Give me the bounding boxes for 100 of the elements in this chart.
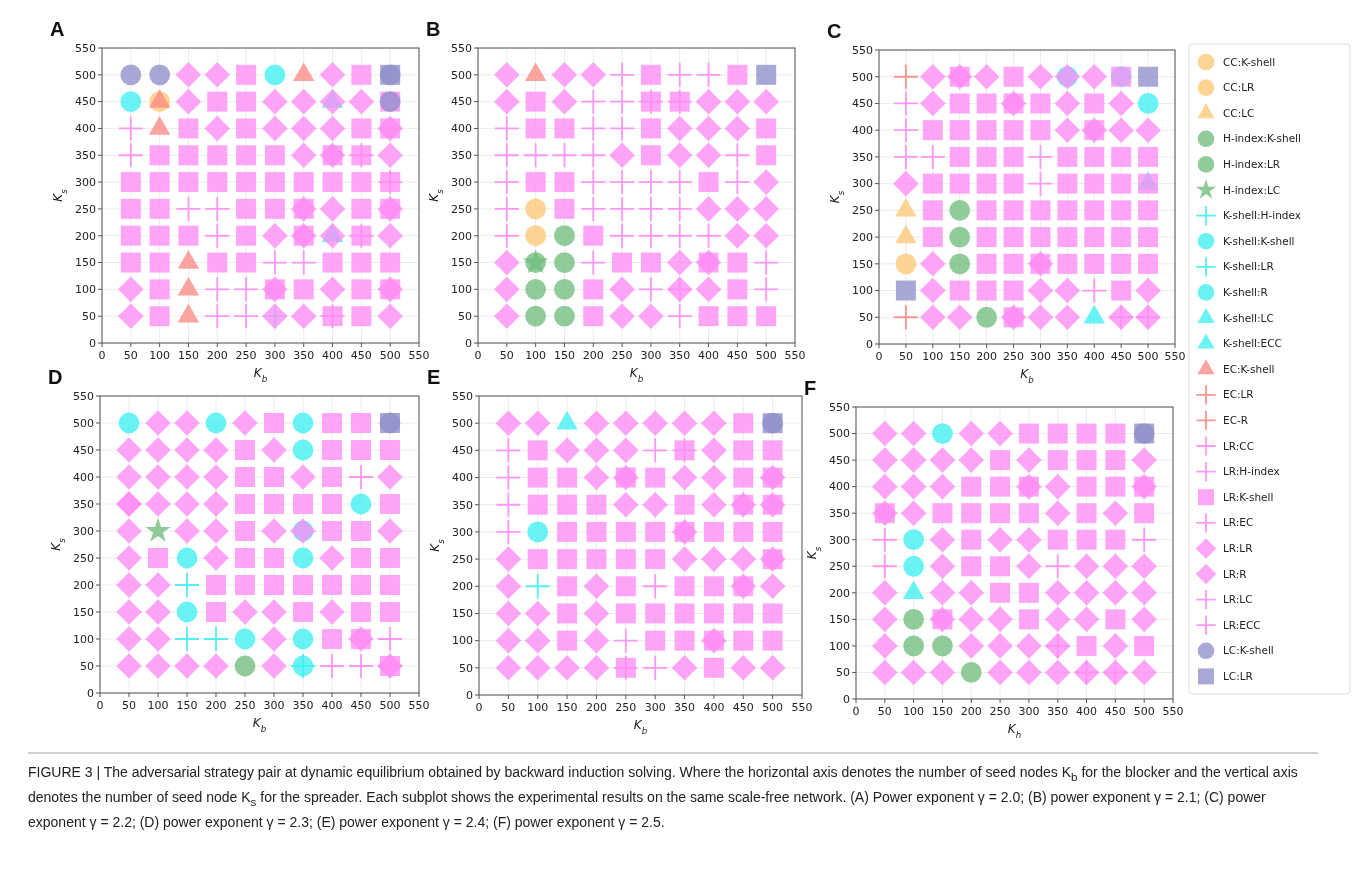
y-tick-label: 0 xyxy=(866,337,873,351)
y-tick-label: 450 xyxy=(452,444,473,458)
x-tick-label: 50 xyxy=(898,350,913,363)
y-tick-label: 200 xyxy=(852,230,873,244)
y-tick-label: 400 xyxy=(75,122,96,136)
y-tick-label: 400 xyxy=(852,124,873,138)
legend-label: CC:LC xyxy=(1223,106,1255,119)
y-tick-label: 300 xyxy=(852,177,873,191)
legend-label: LR:H-index xyxy=(1223,465,1280,478)
y-tick-label: 500 xyxy=(829,427,850,441)
y-tick-label: 200 xyxy=(452,580,473,594)
x-tick-label: 450 xyxy=(350,349,372,362)
legend-label: CC:LR xyxy=(1223,81,1255,94)
legend-label: K-shell:R xyxy=(1223,286,1268,299)
y-tick-label: 250 xyxy=(75,202,96,216)
x-tick-label: 0 xyxy=(96,699,104,712)
legend-label: H-index:LR xyxy=(1223,158,1281,171)
x-tick-label: 150 xyxy=(553,349,575,362)
y-tick-label: 300 xyxy=(75,175,96,189)
x-tick-label: 200 xyxy=(976,350,998,363)
x-axis-title: K$_{b}$ xyxy=(1020,367,1035,385)
legend-label: H-index:LC xyxy=(1223,183,1281,196)
y-tick-label: 350 xyxy=(73,497,94,511)
x-tick-label: 300 xyxy=(264,349,286,362)
y-tick-label: 550 xyxy=(852,43,873,57)
y-tick-label: 0 xyxy=(465,336,472,350)
x-tick-label: 350 xyxy=(292,699,314,712)
y-tick-label: 100 xyxy=(829,639,850,653)
x-tick-label: 0 xyxy=(475,701,483,714)
y-tick-label: 500 xyxy=(75,68,96,82)
legend-label: LC:LR xyxy=(1223,670,1253,683)
y-tick-label: 150 xyxy=(829,613,850,627)
x-tick-label: 350 xyxy=(1047,705,1069,718)
y-tick-label: 50 xyxy=(82,310,96,324)
x-tick-label: 150 xyxy=(556,701,578,714)
x-tick-label: 150 xyxy=(176,699,198,712)
y-tick-label: 500 xyxy=(852,70,873,84)
x-tick-label: 400 xyxy=(703,701,725,714)
x-tick-label: 100 xyxy=(903,705,925,718)
y-tick-label: 550 xyxy=(75,41,96,55)
x-tick-label: 450 xyxy=(732,701,754,714)
legend-label: LC:K-shell xyxy=(1223,644,1274,657)
y-tick-label: 100 xyxy=(452,634,473,648)
chart-title: C xyxy=(827,20,842,42)
x-tick-label: 500 xyxy=(762,701,784,714)
y-tick-label: 550 xyxy=(452,389,473,403)
x-axis-title: K$_{b}$ xyxy=(633,718,648,736)
x-tick-label: 500 xyxy=(379,699,401,712)
x-tick-label: 550 xyxy=(784,349,806,362)
x-tick-label: 200 xyxy=(582,349,604,362)
y-tick-label: 150 xyxy=(852,257,873,271)
y-tick-label: 400 xyxy=(829,480,850,494)
x-axis-title: K$_{b}$ xyxy=(253,366,268,384)
x-tick-label: 350 xyxy=(1056,350,1078,363)
x-tick-label: 350 xyxy=(674,701,696,714)
legend-label: K-shell:LC xyxy=(1223,311,1274,324)
y-tick-label: 150 xyxy=(73,605,94,619)
x-axis-title: K$_{h}$ xyxy=(1007,722,1022,740)
x-tick-label: 300 xyxy=(263,699,285,712)
y-tick-label: 350 xyxy=(451,149,472,163)
legend-label: CC:K-shell xyxy=(1223,55,1276,68)
x-tick-label: 300 xyxy=(1018,705,1040,718)
y-tick-label: 350 xyxy=(452,498,473,512)
y-tick-label: 500 xyxy=(73,416,94,430)
y-tick-label: 0 xyxy=(87,686,94,700)
y-tick-label: 50 xyxy=(836,666,850,680)
x-tick-label: 450 xyxy=(726,349,748,362)
legend-label: LR:LC xyxy=(1223,593,1253,606)
y-tick-label: 450 xyxy=(829,453,850,467)
y-tick-label: 100 xyxy=(852,284,873,298)
x-tick-label: 200 xyxy=(206,349,228,362)
x-tick-label: 250 xyxy=(989,705,1011,718)
x-tick-label: 100 xyxy=(527,701,549,714)
y-tick-label: 250 xyxy=(829,560,850,574)
x-tick-label: 200 xyxy=(960,705,982,718)
legend-label: LR:EC xyxy=(1223,516,1254,529)
x-tick-label: 100 xyxy=(149,349,171,362)
x-tick-label: 300 xyxy=(1029,350,1051,363)
y-tick-label: 0 xyxy=(89,336,96,350)
y-tick-label: 400 xyxy=(451,122,472,136)
x-tick-label: 50 xyxy=(122,699,136,712)
chart-title: D xyxy=(48,366,63,388)
y-tick-label: 300 xyxy=(829,533,850,547)
x-axis-title: K$_{b}$ xyxy=(252,716,267,734)
x-tick-label: 550 xyxy=(791,701,813,714)
x-tick-label: 0 xyxy=(875,350,883,363)
x-tick-label: 400 xyxy=(698,349,720,362)
y-tick-label: 550 xyxy=(73,389,94,403)
y-tick-label: 450 xyxy=(852,97,873,111)
x-tick-label: 0 xyxy=(474,349,482,362)
y-tick-label: 250 xyxy=(452,552,473,566)
legend-label: H-index:K-shell xyxy=(1223,132,1301,145)
x-tick-label: 400 xyxy=(322,349,344,362)
x-tick-label: 100 xyxy=(525,349,547,362)
x-tick-label: 500 xyxy=(379,349,401,362)
legend-label: LR:LR xyxy=(1223,542,1253,555)
y-tick-label: 0 xyxy=(466,688,473,702)
y-tick-label: 450 xyxy=(75,95,96,109)
y-tick-label: 400 xyxy=(73,470,94,484)
x-tick-label: 350 xyxy=(293,349,315,362)
